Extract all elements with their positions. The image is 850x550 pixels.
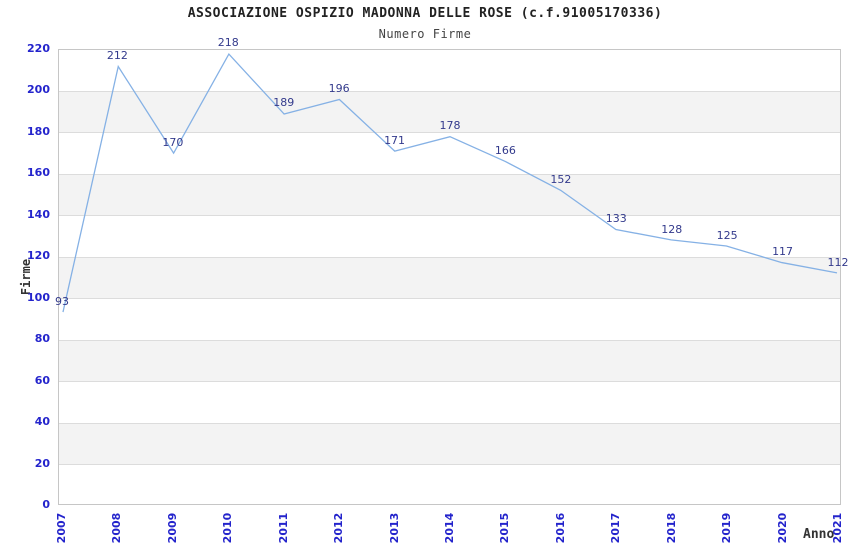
gridline-y-120: [59, 256, 840, 258]
data-label-2021: 112: [827, 255, 849, 269]
y-tick-label-100: 100: [27, 290, 50, 304]
x-tick-label-2017: 2017: [609, 512, 623, 544]
y-tick-label-160: 160: [27, 166, 50, 180]
gridline-y-180: [59, 132, 840, 134]
x-tick-label-2014: 2014: [443, 512, 456, 544]
data-label-2017: 133: [605, 212, 627, 226]
series-polyline: [62, 52, 838, 313]
x-tick-label-2012: 2012: [332, 512, 346, 544]
data-label-2008: 212: [106, 48, 128, 62]
data-label-2016: 152: [550, 172, 572, 186]
gridline-y-20: [59, 464, 840, 466]
data-label-2013: 171: [384, 133, 406, 147]
x-tick-label-2011: 2011: [276, 512, 290, 544]
x-tick-label-2018: 2018: [664, 512, 678, 544]
y-tick-label-140: 140: [27, 207, 50, 221]
x-tick-label-2016: 2016: [553, 512, 567, 544]
y-tick-label-180: 180: [27, 124, 50, 138]
gridline-y-40: [59, 422, 840, 424]
data-label-2011: 189: [273, 96, 295, 110]
data-label-2015: 166: [494, 143, 516, 157]
gridline-y-60: [59, 381, 840, 383]
x-tick-label-2007: 2007: [55, 512, 68, 544]
data-label-2020: 117: [772, 245, 794, 259]
x-axis-title: Anno: [803, 527, 835, 542]
gridline-y-140: [59, 215, 840, 217]
x-tick-label-2008: 2008: [110, 512, 124, 544]
y-tick-label-80: 80: [34, 332, 50, 346]
y-tick-label-200: 200: [27, 83, 50, 97]
data-label-2009: 170: [162, 135, 184, 149]
y-tick-label-120: 120: [27, 249, 50, 263]
x-tick-label-2020: 2020: [775, 512, 789, 544]
gridline-y-100: [59, 298, 840, 300]
x-tick-label-2010: 2010: [221, 512, 235, 544]
x-tick-label-2015: 2015: [498, 512, 512, 544]
x-tick-label-2013: 2013: [387, 512, 401, 544]
gridline-y-160: [59, 173, 840, 175]
data-label-2014: 178: [439, 119, 461, 133]
gridline-y-80: [59, 339, 840, 341]
data-label-2012: 196: [328, 81, 350, 95]
line-series: [62, 52, 838, 313]
y-tick-label-40: 40: [34, 415, 50, 429]
y-tick-label-20: 20: [34, 456, 50, 470]
y-tick-label-220: 220: [27, 42, 50, 55]
data-label-2010: 218: [217, 36, 239, 50]
x-tick-label-2021: 2021: [831, 512, 844, 544]
x-tick-label-2019: 2019: [720, 512, 734, 544]
y-tick-label-60: 60: [34, 373, 50, 387]
data-label-2007: 93: [55, 295, 69, 309]
chart-subtitle: Numero Firme: [378, 27, 472, 41]
y-tick-label-0: 0: [42, 498, 50, 511]
x-tick-label-2009: 2009: [165, 512, 179, 544]
chart-title: ASSOCIAZIONE OSPIZIO MADONNA DELLE ROSE …: [187, 6, 663, 21]
gridline-y-200: [59, 90, 840, 92]
data-label-2019: 125: [716, 228, 738, 242]
plot-area: [58, 49, 841, 505]
data-label-2018: 128: [661, 222, 683, 236]
